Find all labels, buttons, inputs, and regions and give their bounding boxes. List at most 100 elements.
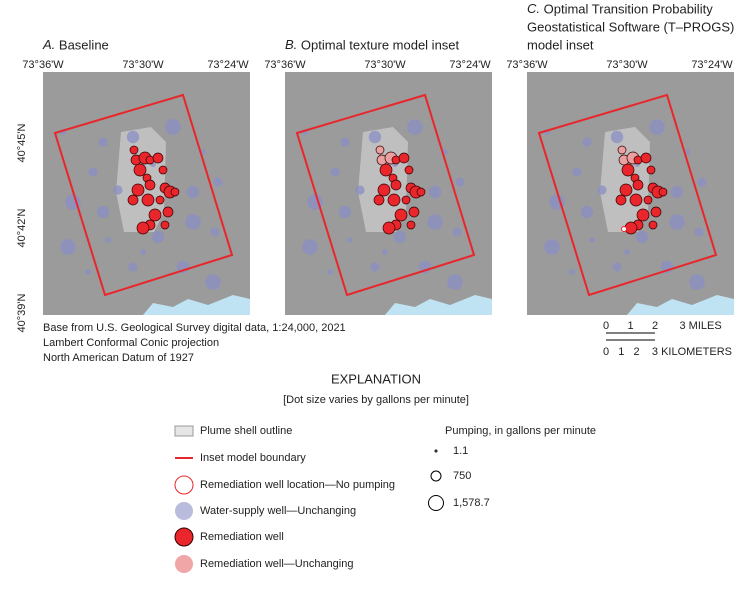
- water-supply-well: [452, 227, 462, 237]
- size-label: 750: [453, 470, 471, 482]
- water-supply-well: [689, 274, 705, 290]
- panel-title: Geostatistical Software (T–PROGS): [527, 19, 734, 34]
- remediation-well: [390, 179, 402, 191]
- water-supply-well: [649, 119, 665, 135]
- remediation-well: [619, 183, 633, 197]
- remediation-well: [640, 152, 652, 164]
- water-supply-well: [60, 239, 76, 255]
- water-supply-well: [582, 137, 592, 147]
- water-supply-well: [569, 269, 575, 275]
- remediation-well: [377, 183, 391, 197]
- water-supply-well: [544, 239, 560, 255]
- water-supply-well: [694, 227, 704, 237]
- water-supply-well: [697, 177, 707, 187]
- credit: Base from U.S. Geological Survey digital…: [43, 322, 346, 334]
- water-supply-well: [213, 177, 223, 187]
- water-supply-well: [347, 237, 353, 243]
- y-label: 40°42'N: [16, 208, 28, 247]
- remediation-well: [416, 187, 426, 197]
- legend-label: Plume shell outline: [200, 425, 292, 437]
- remediation-well: [133, 163, 147, 177]
- explanation-title: EXPLANATION: [331, 371, 421, 386]
- remediation-well: [629, 193, 643, 207]
- panel-letter: B.: [285, 37, 301, 52]
- water-supply-well: [210, 227, 220, 237]
- water-supply-well: [382, 249, 388, 255]
- x-label: 73°36'W: [506, 59, 548, 71]
- water-supply-well: [610, 130, 624, 144]
- pumping-title: Pumping, in gallons per minute: [445, 425, 596, 437]
- inset-boundary: [53, 93, 234, 297]
- remediation-well: [158, 165, 168, 175]
- remediation-well: [398, 152, 410, 164]
- size-swatch: [430, 470, 442, 482]
- remediation-well: [621, 163, 635, 177]
- x-label: 73°24'W: [691, 59, 733, 71]
- remediation-well: [648, 220, 658, 230]
- legend-label: Remediation well—Unchanging: [200, 558, 353, 570]
- water: [143, 295, 250, 315]
- size-label: 1,578.7: [453, 497, 490, 509]
- water-supply-well: [355, 185, 365, 195]
- inset-boundary: [537, 93, 718, 297]
- legend-label: Water-supply well—Unchanging: [200, 505, 356, 517]
- water-supply-well: [670, 185, 684, 199]
- water-supply-well: [428, 185, 442, 199]
- water-supply-well: [572, 167, 582, 177]
- water-supply-well: [597, 185, 607, 195]
- water-supply-well: [580, 205, 594, 219]
- water-supply-well: [669, 214, 685, 230]
- remediation-well: [406, 220, 416, 230]
- y-label: 40°39'N: [16, 293, 28, 332]
- remediation-well: [658, 187, 668, 197]
- y-label: 40°45'N: [16, 123, 28, 162]
- remediation-well: [373, 194, 385, 206]
- scale-label: 2: [634, 346, 640, 358]
- water-supply-well: [340, 137, 350, 147]
- remediation-well: [646, 165, 656, 175]
- remediation-well: [650, 206, 662, 218]
- panel-title: B. Optimal texture model inset: [285, 37, 460, 52]
- legend-swatch: [175, 502, 193, 520]
- water-supply-well: [370, 262, 380, 272]
- remediation-well: [408, 206, 420, 218]
- panel-title: C. Optimal Transition Probability: [527, 1, 713, 16]
- remediation-well: [615, 194, 627, 206]
- water-supply-well: [589, 237, 595, 243]
- size-swatch: [434, 449, 438, 453]
- remediation-well: [617, 145, 627, 155]
- scale-label: 1: [627, 320, 633, 332]
- x-label: 73°36'W: [264, 59, 306, 71]
- remediation-well: [387, 193, 401, 207]
- legend-label: Remediation well location—No pumping: [200, 479, 395, 491]
- water-supply-well: [302, 239, 318, 255]
- water-supply-well: [205, 274, 221, 290]
- legend-label: Remediation well: [200, 531, 284, 543]
- water-supply-well: [612, 262, 622, 272]
- plume-shell: [116, 127, 166, 232]
- water-supply-well: [98, 137, 108, 147]
- water-supply-well: [151, 230, 165, 244]
- water-supply-well: [368, 130, 382, 144]
- water-supply-well: [186, 185, 200, 199]
- water-supply-well: [96, 205, 110, 219]
- remediation-well: [375, 145, 385, 155]
- remediation-well: [170, 187, 180, 197]
- water-supply-well: [338, 205, 352, 219]
- water-supply-well: [330, 167, 340, 177]
- x-label: 73°24'W: [207, 59, 249, 71]
- water: [627, 295, 734, 315]
- remediation-well: [636, 208, 650, 222]
- scale-label: 3 KILOMETERS: [652, 346, 732, 358]
- credit: North American Datum of 1927: [43, 352, 194, 364]
- scale-label: 1: [618, 346, 624, 358]
- water-supply-well: [327, 269, 333, 275]
- x-label: 73°30'W: [122, 59, 164, 71]
- remediation-well: [379, 163, 393, 177]
- size-swatch: [428, 495, 444, 511]
- remediation-well: [141, 193, 155, 207]
- water-supply-well: [624, 249, 630, 255]
- water-supply-well: [447, 274, 463, 290]
- legend-swatch: [174, 527, 194, 547]
